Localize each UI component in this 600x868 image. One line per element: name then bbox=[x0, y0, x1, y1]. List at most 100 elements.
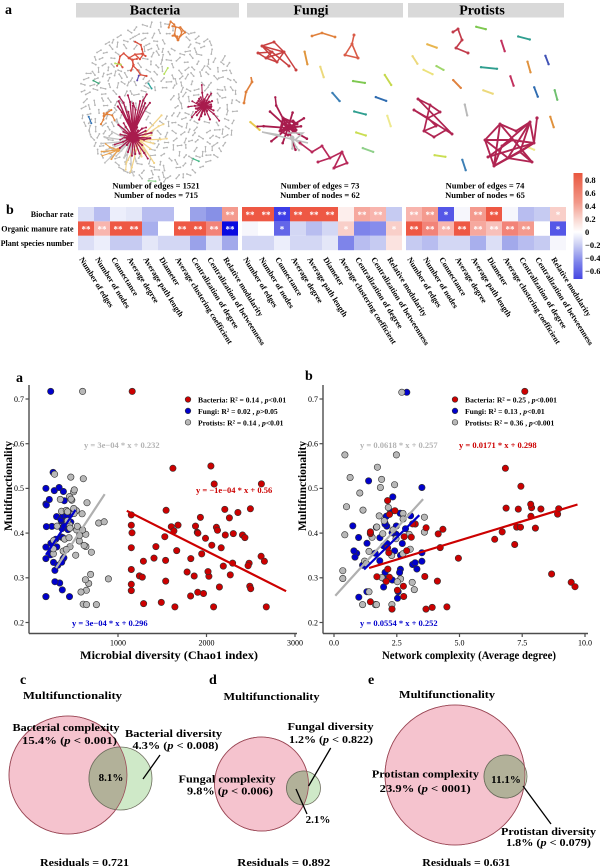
svg-text:15.4% (p < 0.001): 15.4% (p < 0.001) bbox=[22, 735, 117, 747]
svg-text:−0.4: −0.4 bbox=[585, 253, 600, 263]
svg-text:**: ** bbox=[194, 225, 204, 235]
svg-text:0.7: 0.7 bbox=[14, 395, 24, 404]
svg-text:**: ** bbox=[426, 210, 436, 220]
svg-text:y = 3e−04 * x + 0.296: y = 3e−04 * x + 0.296 bbox=[72, 618, 148, 628]
svg-text:e: e bbox=[368, 673, 374, 688]
svg-text:**: ** bbox=[326, 210, 336, 220]
svg-text:Bacteria: R² = 0.25 , p<0.001: Bacteria: R² = 0.25 , p<0.001 bbox=[465, 396, 557, 405]
svg-text:1.8% (p < 0.079): 1.8% (p < 0.079) bbox=[506, 837, 591, 849]
svg-text:**: ** bbox=[458, 225, 468, 235]
svg-text:Multifunctionality: Multifunctionality bbox=[224, 691, 321, 703]
svg-text:0.0: 0.0 bbox=[329, 639, 339, 648]
svg-text:Fungi: R² = 0.02 , p>0.05: Fungi: R² = 0.02 , p>0.05 bbox=[198, 407, 278, 416]
svg-text:0.4: 0.4 bbox=[308, 529, 318, 538]
svg-text:Bacterial diversity: Bacterial diversity bbox=[125, 728, 223, 740]
svg-text:**: ** bbox=[410, 225, 420, 235]
svg-text:0.5: 0.5 bbox=[308, 484, 318, 493]
svg-text:y = −1e−04 * x + 0.56: y = −1e−04 * x + 0.56 bbox=[196, 485, 272, 495]
svg-text:y = 0.0618 * x + 0.257: y = 0.0618 * x + 0.257 bbox=[360, 440, 438, 450]
svg-text:Number of nodes = 65: Number of nodes = 65 bbox=[445, 190, 525, 200]
svg-text:**: ** bbox=[82, 225, 92, 235]
svg-text:0.4: 0.4 bbox=[585, 201, 596, 211]
svg-text:**: ** bbox=[426, 225, 436, 235]
svg-text:Bacteria: Bacteria bbox=[130, 4, 181, 19]
svg-text:0.8: 0.8 bbox=[585, 175, 596, 185]
svg-text:y = 0.0171 * x + 0.298: y = 0.0171 * x + 0.298 bbox=[459, 440, 537, 450]
svg-text:Number of edges = 1521: Number of edges = 1521 bbox=[112, 181, 199, 191]
svg-text:a: a bbox=[5, 3, 12, 18]
svg-text:Number of edges = 73: Number of edges = 73 bbox=[281, 181, 360, 191]
svg-text:d: d bbox=[209, 673, 217, 688]
svg-text:0.2: 0.2 bbox=[14, 618, 24, 627]
svg-text:−0.6: −0.6 bbox=[585, 266, 600, 276]
svg-text:Residuals = 0.721: Residuals = 0.721 bbox=[40, 857, 129, 868]
svg-text:Multifunctionality: Multifunctionality bbox=[3, 441, 15, 531]
svg-text:**: ** bbox=[246, 210, 256, 220]
svg-text:**: ** bbox=[226, 225, 236, 235]
svg-text:b: b bbox=[6, 203, 14, 218]
svg-text:4.3% (p < 0.008): 4.3% (p < 0.008) bbox=[133, 740, 219, 752]
svg-text:**: ** bbox=[490, 225, 500, 235]
svg-text:1.2% (p < 0.822): 1.2% (p < 0.822) bbox=[289, 734, 373, 746]
svg-text:y = 0.0554 * x + 0.252: y = 0.0554 * x + 0.252 bbox=[360, 618, 438, 628]
svg-text:**: ** bbox=[490, 210, 500, 220]
svg-text:10.0: 10.0 bbox=[578, 639, 592, 648]
svg-text:Fungi: R² = 0.13 , p<0.01: Fungi: R² = 0.13 , p<0.01 bbox=[465, 407, 545, 416]
svg-text:1000: 1000 bbox=[110, 639, 126, 648]
svg-text:Residuals = 0.892: Residuals = 0.892 bbox=[237, 857, 331, 868]
svg-text:*: * bbox=[344, 225, 349, 235]
svg-text:0.7: 0.7 bbox=[308, 395, 318, 404]
svg-text:0.5: 0.5 bbox=[14, 484, 24, 493]
svg-text:**: ** bbox=[210, 225, 220, 235]
svg-text:0.6: 0.6 bbox=[308, 440, 318, 449]
svg-text:Fungal diversity: Fungal diversity bbox=[288, 721, 375, 733]
svg-text:Bacterial complexity: Bacterial complexity bbox=[13, 722, 121, 734]
svg-text:y = 3e−04 * x + 0.232: y = 3e−04 * x + 0.232 bbox=[84, 440, 160, 450]
svg-text:8.1%: 8.1% bbox=[99, 772, 124, 784]
svg-text:a: a bbox=[16, 371, 23, 386]
svg-text:23.9% (p < 0001): 23.9% (p < 0001) bbox=[380, 783, 471, 795]
svg-text:Biochar rate: Biochar rate bbox=[31, 210, 74, 219]
svg-text:**: ** bbox=[442, 225, 452, 235]
svg-text:**: ** bbox=[474, 225, 484, 235]
svg-text:Protistan complexity: Protistan complexity bbox=[372, 769, 480, 781]
svg-text:**: ** bbox=[98, 225, 108, 235]
svg-text:**: ** bbox=[410, 210, 420, 220]
svg-text:c: c bbox=[20, 673, 26, 688]
svg-text:7.5: 7.5 bbox=[517, 639, 527, 648]
svg-text:**: ** bbox=[114, 225, 124, 235]
svg-text:Number of nodes = 715: Number of nodes = 715 bbox=[114, 190, 198, 200]
svg-text:*: * bbox=[392, 225, 397, 235]
svg-text:**: ** bbox=[294, 210, 304, 220]
svg-text:**: ** bbox=[358, 210, 368, 220]
svg-text:**: ** bbox=[278, 210, 288, 220]
svg-text:3000: 3000 bbox=[287, 639, 303, 648]
svg-text:**: ** bbox=[374, 210, 384, 220]
svg-text:Protists: R² = 0.36 , p<0.001: Protists: R² = 0.36 , p<0.001 bbox=[465, 418, 554, 427]
svg-text:11.1%: 11.1% bbox=[491, 774, 521, 786]
svg-text:**: ** bbox=[262, 210, 272, 220]
svg-text:**: ** bbox=[130, 225, 140, 235]
svg-text:5.0: 5.0 bbox=[455, 639, 465, 648]
svg-text:b: b bbox=[305, 369, 313, 384]
svg-text:Multifunctionality: Multifunctionality bbox=[23, 690, 123, 702]
svg-text:**: ** bbox=[310, 210, 320, 220]
svg-text:Microbial diversity (Chao1 ind: Microbial diversity (Chao1 index) bbox=[80, 648, 258, 662]
svg-text:*: * bbox=[280, 225, 285, 235]
svg-text:0: 0 bbox=[585, 227, 589, 237]
svg-text:**: ** bbox=[178, 225, 188, 235]
svg-text:*: * bbox=[556, 225, 561, 235]
svg-text:Number of nodes = 62: Number of nodes = 62 bbox=[280, 190, 360, 200]
svg-text:Plant species number: Plant species number bbox=[1, 239, 74, 248]
svg-text:0.2: 0.2 bbox=[585, 214, 596, 224]
svg-text:Network complexity (Average de: Network complexity (Average degree) bbox=[382, 648, 556, 662]
svg-text:−0.2: −0.2 bbox=[585, 240, 600, 250]
svg-text:2000: 2000 bbox=[199, 639, 215, 648]
svg-text:**: ** bbox=[522, 225, 532, 235]
svg-text:9.8% (p < 0.006): 9.8% (p < 0.006) bbox=[187, 786, 273, 798]
svg-text:**: ** bbox=[226, 210, 236, 220]
svg-text:Protists: R² = 0.14 , p<0.01: Protists: R² = 0.14 , p<0.01 bbox=[198, 418, 284, 427]
svg-text:0.2: 0.2 bbox=[308, 618, 318, 627]
svg-text:Organic manure rate: Organic manure rate bbox=[1, 225, 74, 234]
svg-text:Multifunctionality: Multifunctionality bbox=[297, 441, 309, 531]
